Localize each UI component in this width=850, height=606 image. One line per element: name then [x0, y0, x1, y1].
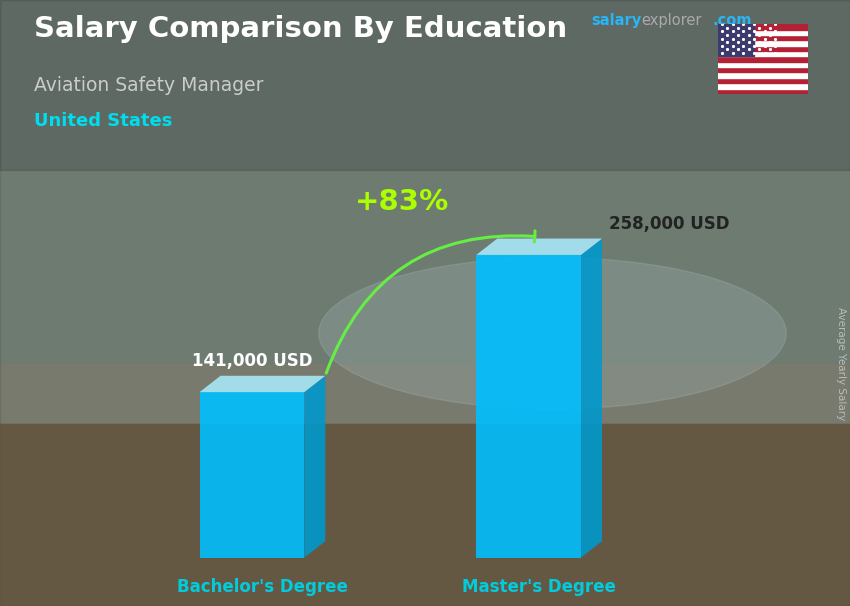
Bar [718, 67, 808, 73]
Bar [718, 78, 808, 83]
Bar [0, 424, 850, 606]
Bar [718, 45, 808, 51]
Text: explorer: explorer [642, 13, 702, 28]
Bar [0, 0, 850, 376]
Bar [718, 41, 808, 45]
Bar [718, 62, 808, 67]
Bar [718, 24, 808, 30]
Text: Bachelor's Degree: Bachelor's Degree [177, 578, 348, 596]
Bar [718, 24, 754, 56]
Bar [718, 35, 808, 41]
Bar [0, 364, 850, 436]
Bar [0, 0, 850, 170]
Bar [718, 51, 808, 56]
Text: .com: .com [712, 13, 751, 28]
Text: Master's Degree: Master's Degree [462, 578, 616, 596]
Text: 141,000 USD: 141,000 USD [192, 352, 313, 370]
Polygon shape [304, 376, 326, 558]
Bar [718, 83, 808, 88]
Text: salary: salary [591, 13, 641, 28]
Text: United States: United States [34, 112, 173, 130]
Bar [718, 73, 808, 78]
Bar [718, 88, 808, 94]
Text: Aviation Safety Manager: Aviation Safety Manager [34, 76, 264, 95]
Polygon shape [581, 239, 602, 558]
Ellipse shape [319, 258, 786, 409]
Polygon shape [200, 376, 326, 392]
Bar [718, 56, 808, 62]
Text: Average Yearly Salary: Average Yearly Salary [836, 307, 846, 420]
Text: +83%: +83% [355, 188, 450, 216]
Text: Salary Comparison By Education: Salary Comparison By Education [34, 15, 567, 43]
Polygon shape [200, 392, 304, 558]
Bar [718, 30, 808, 35]
Polygon shape [476, 239, 602, 255]
Text: 258,000 USD: 258,000 USD [609, 215, 730, 233]
Bar [0, 424, 850, 606]
Polygon shape [476, 255, 581, 558]
